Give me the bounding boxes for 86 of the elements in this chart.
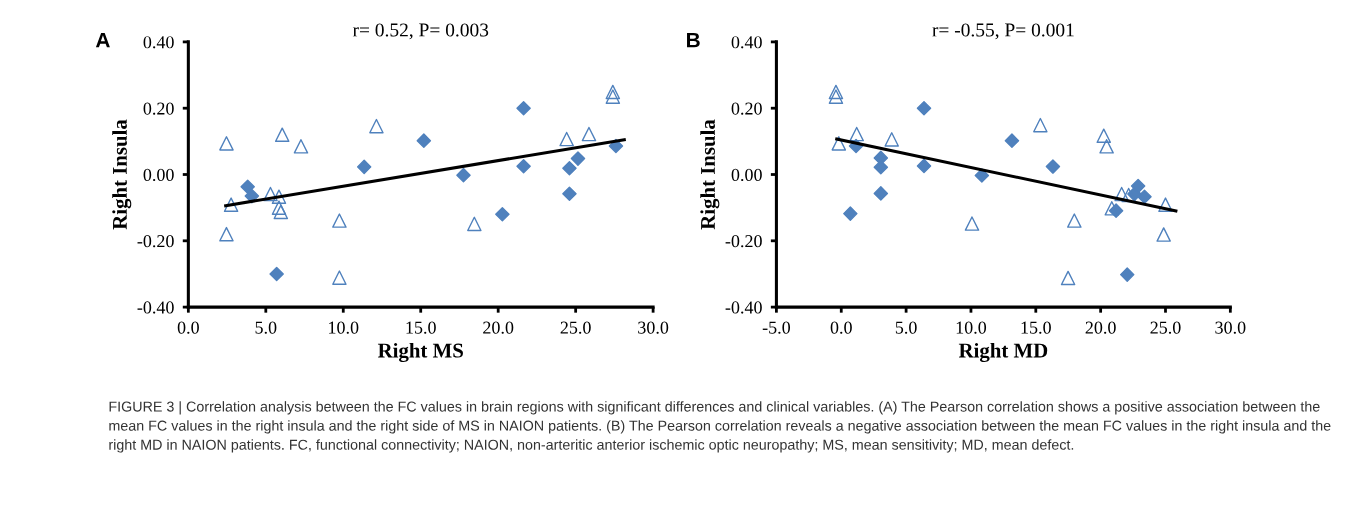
text: B — [687, 32, 700, 48]
x-tick-label: 30.0 — [1215, 321, 1246, 334]
point — [559, 131, 574, 147]
point — [495, 207, 510, 222]
x-tick-label: 0.0 — [830, 321, 852, 334]
y-tick-label: 0.00 — [731, 168, 762, 182]
point — [274, 127, 290, 143]
point — [1045, 159, 1061, 174]
x-tick-label: 25.0 — [1150, 321, 1181, 334]
point — [516, 100, 531, 116]
x-axis-title: Right MS — [377, 342, 463, 362]
caption: FIGURE 3 | Correlation analysis between the FC values in brain regions with significant differences and clinical variables. (A) The Pearson correlation shows a positive association between the mean FC values in the right insula and the right side of MS in NAION patients. (B) The Pearson correlation reveals a negative association between the mean FC values in the right insula and the right MD in NAION patients. FC, functional connectivity; NAION, non-arteritic anterior ischemic optic neuropathy; MS, mean sensitivity; MD, mean defect. — [109, 401, 1331, 453]
x-tick-label: 5.0 — [895, 321, 917, 334]
point — [605, 89, 621, 104]
point — [273, 204, 289, 220]
point — [263, 186, 278, 202]
y-tick-label: 0.00 — [143, 168, 174, 182]
point — [271, 200, 287, 215]
x-tick-label: 20.0 — [1085, 321, 1116, 334]
point — [356, 159, 372, 175]
point — [873, 186, 889, 201]
text: A — [95, 32, 110, 48]
point — [884, 132, 899, 147]
point — [456, 167, 471, 183]
x-tick-label: 0.0 — [177, 321, 199, 334]
point — [831, 136, 847, 151]
point — [271, 189, 287, 205]
point — [332, 213, 347, 228]
point — [1067, 213, 1082, 228]
y-tick-label: -0.20 — [137, 235, 174, 248]
point — [849, 126, 864, 142]
point — [369, 118, 384, 134]
x-tick-label: 20.0 — [483, 321, 514, 334]
point — [1156, 227, 1171, 242]
point — [1119, 267, 1135, 282]
point — [1104, 201, 1120, 216]
point — [562, 160, 577, 176]
point — [581, 126, 597, 142]
point — [570, 151, 586, 166]
point — [562, 186, 577, 202]
point — [828, 84, 844, 100]
x-tick-label: 15.0 — [1021, 321, 1051, 334]
y-tick-label: 0.40 — [143, 36, 174, 49]
point — [516, 158, 531, 174]
point — [219, 226, 234, 242]
point — [916, 158, 932, 174]
point — [416, 133, 432, 148]
point — [1099, 139, 1114, 154]
x-tick-label: 5.0 — [255, 321, 277, 334]
chart-title: r= -0.55, P= 0.001 — [932, 23, 1074, 40]
point — [605, 84, 621, 100]
y-tick-label: 0.40 — [731, 36, 762, 49]
point — [916, 100, 932, 116]
point — [1137, 189, 1152, 205]
point — [240, 179, 255, 195]
y-tick-label: -0.20 — [725, 235, 762, 248]
y-tick-label: -0.40 — [137, 301, 174, 314]
x-axis-title: Right MD — [958, 342, 1048, 362]
x-tick-label: 10.0 — [329, 321, 359, 334]
point — [1130, 178, 1146, 194]
chart-title: r= 0.52, P= 0.003 — [352, 23, 489, 40]
point — [1158, 197, 1173, 212]
point — [467, 216, 482, 232]
y-tick-label: 0.20 — [731, 102, 762, 115]
x-tick-label: 25.0 — [560, 321, 591, 334]
point — [828, 89, 844, 104]
point — [219, 136, 234, 151]
y-axis-title: Right Insula — [112, 119, 132, 230]
point — [1060, 270, 1076, 286]
point — [964, 216, 980, 231]
y-tick-label: 0.20 — [143, 102, 174, 115]
point — [293, 139, 309, 154]
point — [843, 206, 858, 221]
point — [223, 197, 239, 212]
y-axis-title: Right Insula — [700, 119, 720, 230]
point — [1114, 186, 1129, 202]
x-tick-label: 30.0 — [638, 321, 669, 334]
point — [269, 266, 284, 282]
x-tick-label: -5.0 — [762, 321, 791, 334]
point — [1096, 128, 1112, 144]
x-tick-label: 15.0 — [406, 321, 436, 334]
point — [1004, 133, 1020, 148]
x-tick-label: 10.0 — [956, 321, 987, 334]
point — [332, 270, 347, 285]
point — [1033, 117, 1048, 133]
y-tick-label: -0.40 — [725, 301, 762, 314]
